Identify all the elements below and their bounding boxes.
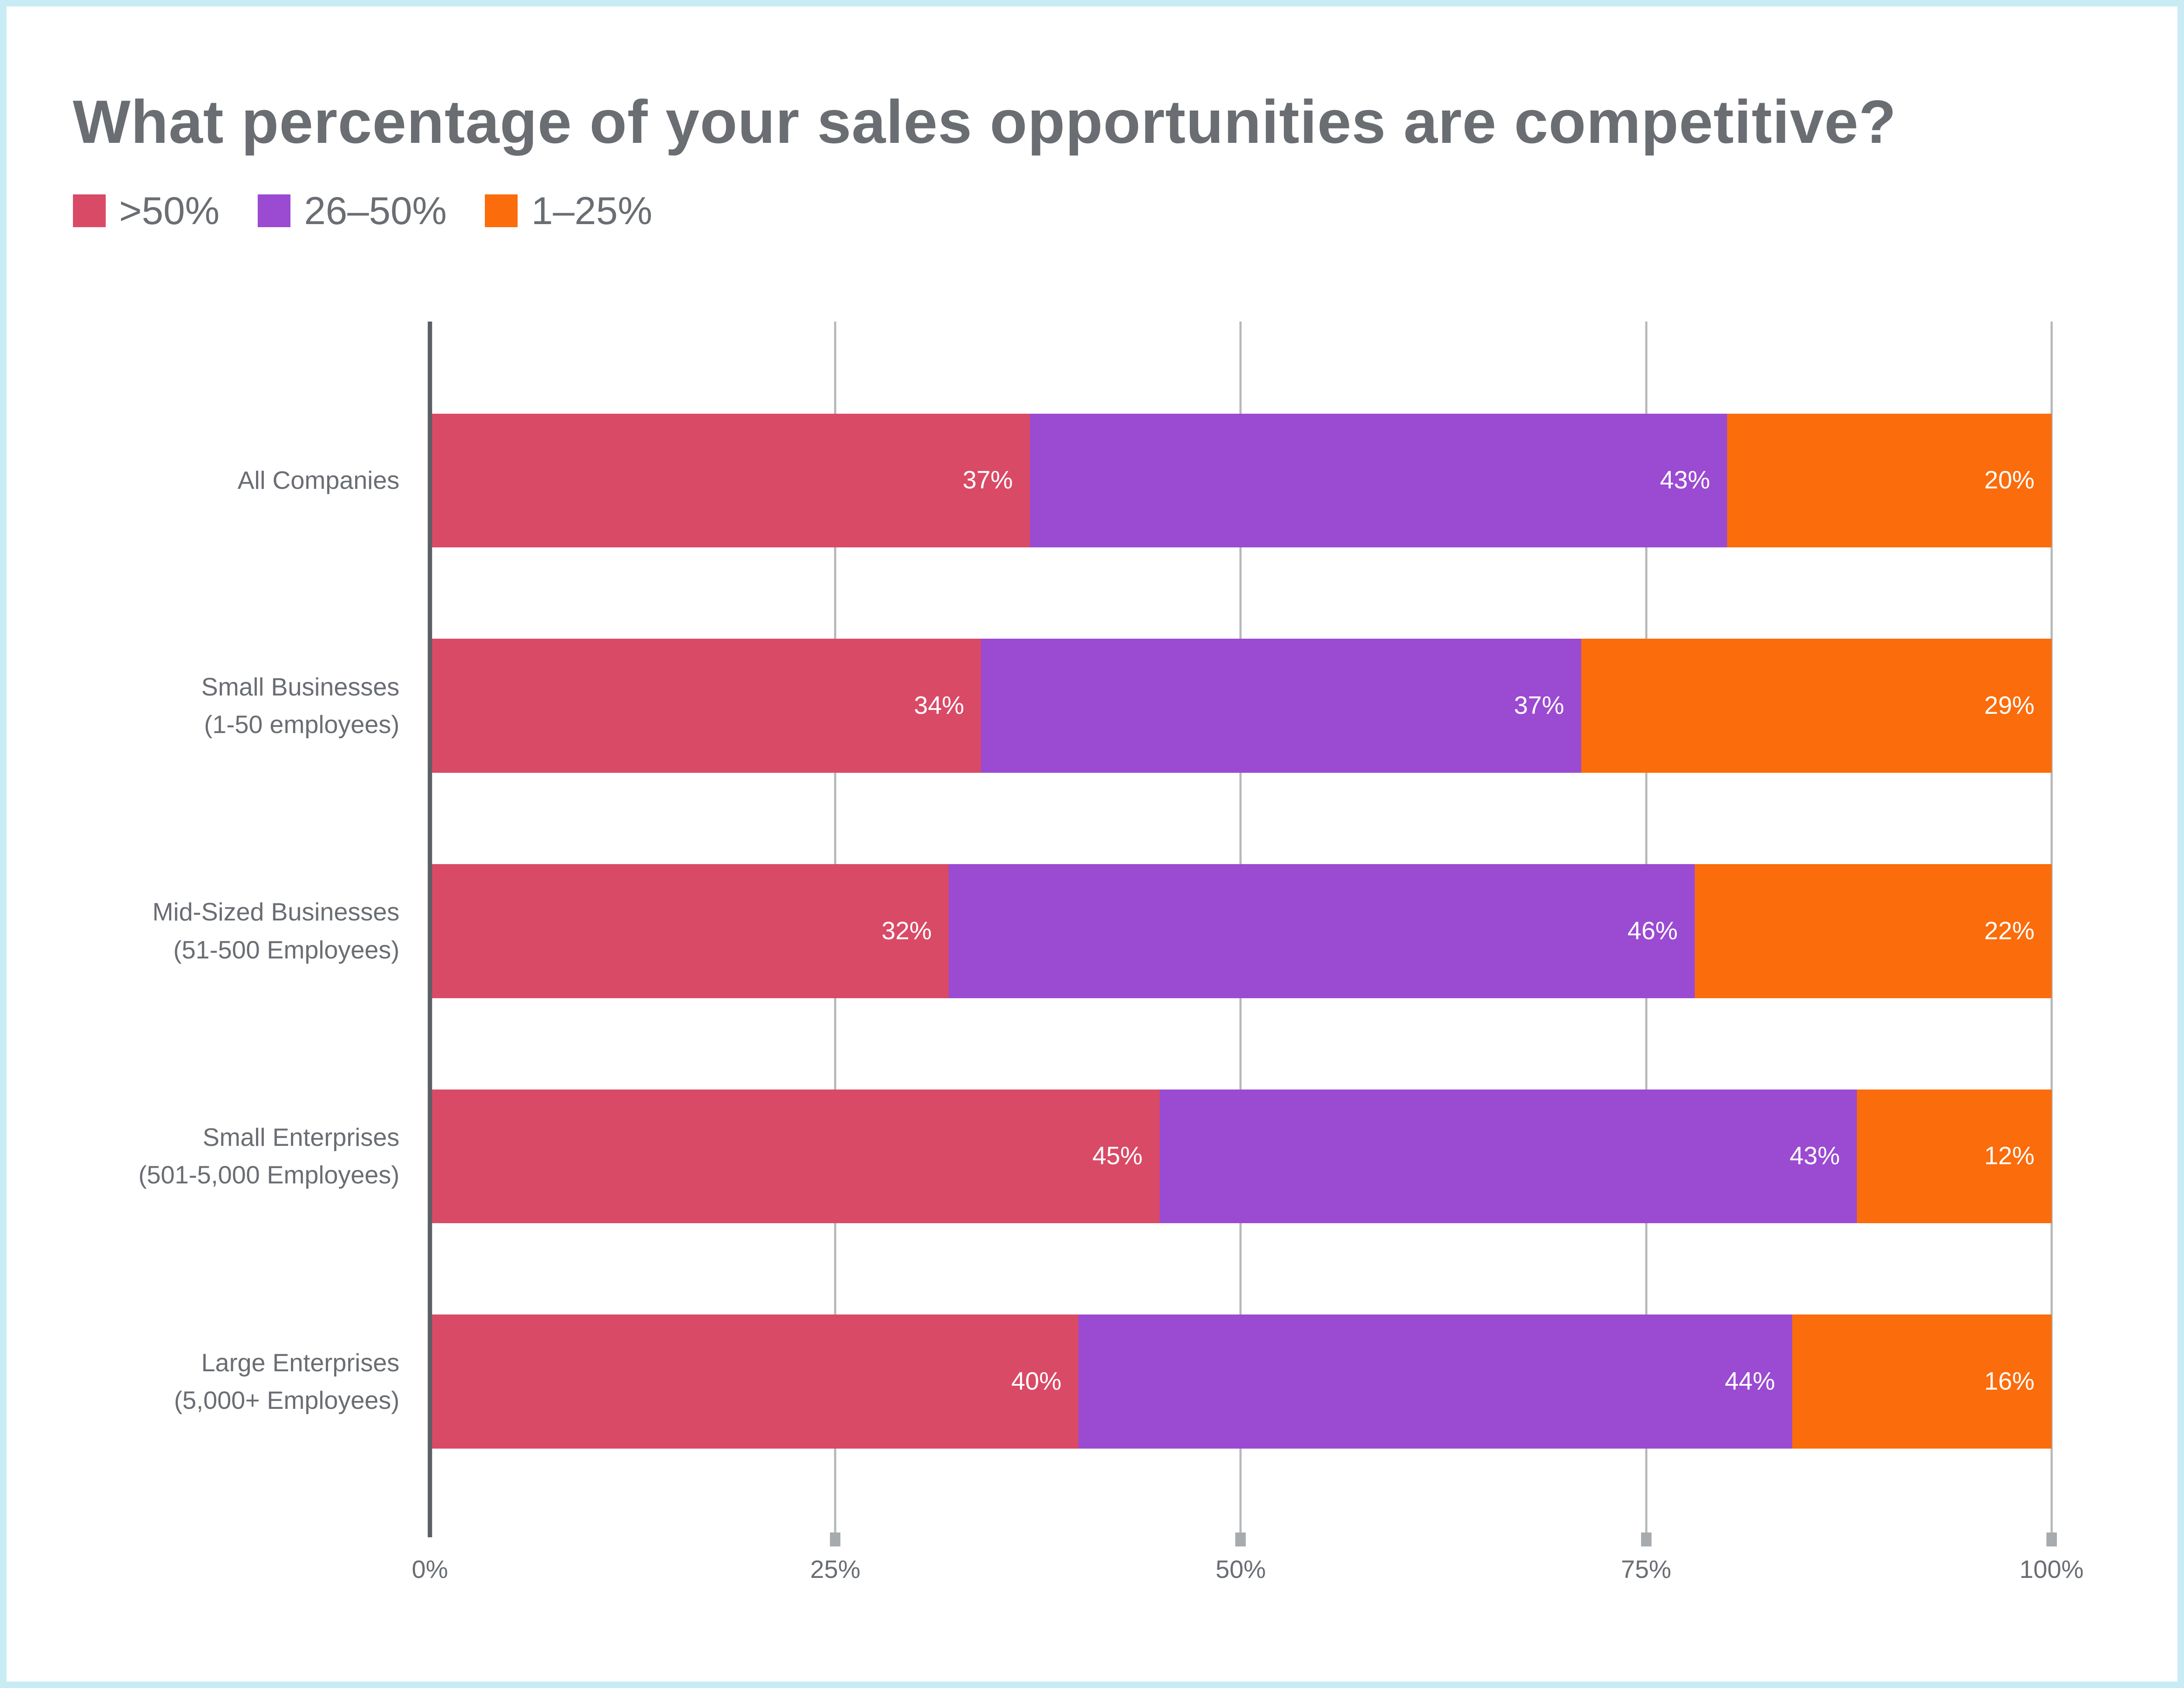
value-label: 29% [1984,691,2035,719]
x-axis-label-100: 100% [2019,1556,2084,1584]
segment-gt50: 34% [430,639,981,773]
segment-1-25: 29% [1581,639,2052,773]
segment-26-50: 44% [1078,1314,1792,1449]
tick-mark-50 [1235,1532,1246,1547]
segment-gt50: 32% [430,864,949,998]
plot-area: All Companies Small Businesses (1-50 emp… [7,7,2177,1681]
category-label-small-enterprises: Small Enterprises (501-5,000 Employees) [138,1123,400,1190]
legend-label-26-50: 26–50% [304,189,447,233]
value-label: 20% [1984,466,2035,495]
x-axis-label-0: 0% [411,1556,448,1584]
segment-26-50: 43% [1030,413,1728,548]
value-label: 45% [1092,1142,1143,1170]
value-label: 44% [1724,1367,1775,1395]
segment-gt50: 37% [430,413,1030,548]
y-axis-line [428,321,432,1538]
category-label-all-companies: All Companies [237,466,400,495]
category-label-mid-sized-businesses: Mid-Sized Businesses (51-500 Employees) [152,898,400,964]
x-axis-label-75: 75% [1621,1556,1672,1584]
value-label: 37% [962,466,1013,495]
bar-row-large-enterprises: 40% 44% 16% [430,1314,2052,1449]
bar-row-small-businesses: 34% 37% 29% [430,639,2052,773]
value-label: 22% [1984,917,2035,945]
segment-26-50: 37% [981,639,1582,773]
segment-gt50: 40% [430,1314,1079,1449]
value-label: 12% [1984,1142,2035,1170]
legend-item-gt50: >50% [73,191,220,230]
segment-gt50: 45% [430,1089,1160,1224]
value-label: 43% [1660,466,1711,495]
legend-item-26-50: 26–50% [258,191,447,230]
value-label: 32% [881,917,932,945]
value-label: 43% [1790,1142,1840,1170]
segment-1-25: 12% [1857,1089,2052,1224]
x-axis-label-25: 25% [810,1556,860,1584]
segment-26-50: 43% [1159,1089,1857,1224]
chart-title: What percentage of your sales opportunit… [73,87,1897,156]
segment-26-50: 46% [949,864,1695,998]
tick-mark-75 [1641,1532,1652,1547]
value-label: 40% [1011,1367,1062,1395]
x-axis-label-50: 50% [1215,1556,1266,1584]
value-label: 46% [1627,917,1678,945]
value-label: 34% [914,691,964,719]
bar-row-small-enterprises: 45% 43% 12% [430,1089,2052,1224]
value-label: 37% [1514,691,1565,719]
category-label-large-enterprises: Large Enterprises (5,000+ Employees) [174,1349,400,1415]
legend: >50% 26–50% 1–25% [73,184,652,238]
category-label-small-businesses: Small Businesses (1-50 employees) [201,673,400,739]
legend-label-1-25: 1–25% [531,189,653,233]
tick-mark-100 [2046,1532,2057,1547]
legend-swatch-gt50 [73,194,106,228]
legend-swatch-26-50 [258,194,291,228]
segment-1-25: 22% [1694,864,2052,998]
tick-mark-25 [830,1532,841,1547]
value-label: 16% [1984,1367,2035,1395]
legend-label-gt50: >50% [119,189,220,233]
segment-1-25: 20% [1727,413,2052,548]
legend-swatch-1-25 [485,194,518,228]
bar-row-mid-sized-businesses: 32% 46% 22% [430,864,2052,998]
gridline-100 [2050,321,2053,1538]
segment-1-25: 16% [1792,1314,2052,1449]
legend-item-1-25: 1–25% [485,191,652,230]
bar-row-all-companies: 37% 43% 20% [430,413,2052,548]
